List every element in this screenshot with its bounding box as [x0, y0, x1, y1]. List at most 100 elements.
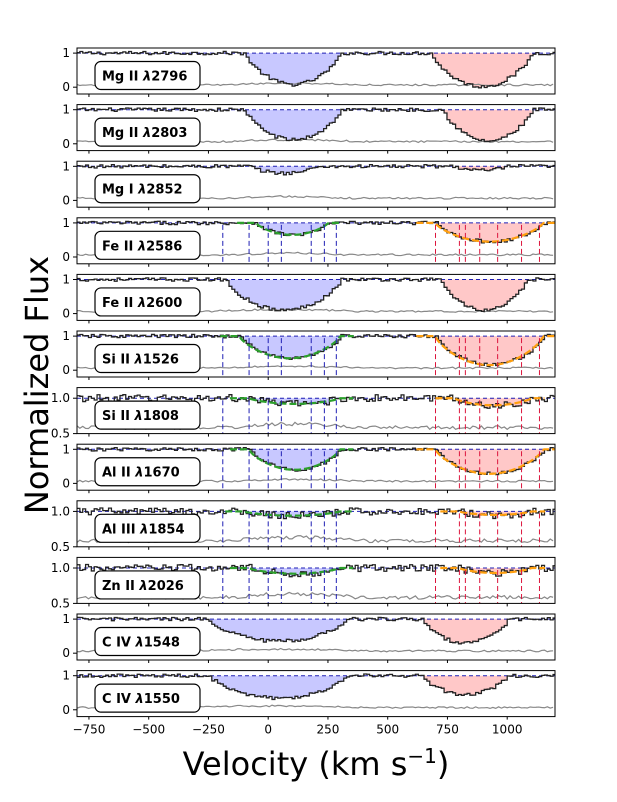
panel-3: 0 1 Fe II λ2586: [62, 216, 556, 267]
x-tick-label-6: 750: [436, 723, 459, 737]
ion-name-9: Zn II: [102, 579, 139, 594]
panel-frame-10: [76, 613, 556, 661]
y-tick-label-5-0: 0: [62, 363, 70, 377]
panel-9: 0.5 1.0 Zn II λ2026: [51, 556, 556, 610]
absorption-fill-blue-11: [208, 675, 350, 700]
ion-wave-1: 2803: [151, 126, 187, 141]
x-axis-ticks: −750 −500 −250 0 250 500 750 1000: [72, 723, 522, 737]
x-tick-label-2: −250: [192, 723, 225, 737]
absorption-fill-red-4: [440, 279, 528, 312]
ion-label-box-10: [94, 626, 201, 657]
ion-name-11: C IV: [102, 692, 136, 707]
ion-name-4: Fe II: [102, 296, 138, 311]
ion-label-box-2: [94, 174, 201, 204]
ion-label-11: C IV λ1550: [102, 692, 180, 707]
ion-name-3: Fe II: [102, 239, 138, 254]
ion-label-box-3: [94, 230, 201, 260]
ion-wave-4: 2600: [146, 296, 182, 311]
x-axis-label-close: ): [437, 745, 449, 783]
flux-spectrum-1: [77, 107, 555, 143]
y-tick-label-6-1: 1.0: [51, 391, 70, 405]
ion-label-5: Si II λ1526: [102, 353, 179, 368]
flux-spectrum-10: [77, 616, 555, 645]
y-tick-label-7-1: 1: [62, 442, 70, 456]
ion-label-6: Si II λ1808: [102, 409, 179, 424]
ion-label-2: Mg I λ2852: [102, 183, 183, 198]
y-tick-label-2-0: 0: [62, 193, 70, 207]
ion-label-8: Al III λ1854: [102, 522, 185, 537]
ion-name-10: C IV: [102, 636, 136, 651]
absorption-fill-red-10: [421, 619, 511, 644]
panel-frame-0: [76, 47, 556, 95]
flux-spectrum-11: [77, 673, 555, 701]
ion-label-box-11: [94, 683, 201, 713]
ion-label-box-9: [94, 570, 201, 600]
x-tick-label-3: 0: [264, 723, 272, 737]
ion-name-2: Mg I: [102, 183, 138, 198]
ion-label-3: Fe II λ2586: [102, 239, 182, 254]
model-fit-blue-7: [229, 448, 354, 471]
panel-8: 0.5 1.0 Al III λ1854: [51, 500, 556, 554]
ion-label-1: Mg II λ2803: [102, 126, 187, 141]
panel-0: 0 1 Mg II λ2796: [62, 46, 556, 97]
ion-label-box-0: [94, 60, 201, 91]
y-tick-label-6-0: 0.5: [51, 427, 70, 441]
y-tick-label-9-0: 0.5: [51, 596, 70, 610]
y-tick-label-4-1: 1: [62, 273, 70, 287]
ion-label-0: Mg II λ2796: [102, 70, 187, 85]
ion-label-box-5: [94, 343, 201, 374]
absorption-fill-blue-2: [249, 166, 318, 175]
ion-lambda-10: λ: [135, 636, 144, 651]
panel-frame-3: [76, 217, 556, 265]
ion-wave-11: 1550: [144, 692, 180, 707]
panel-plot-area-0: [77, 50, 555, 89]
panel-frame-1: [76, 104, 556, 152]
ion-lambda-5: λ: [134, 353, 143, 368]
absorption-fill-red-1: [442, 109, 534, 142]
absorption-fill-red-5: [435, 336, 545, 367]
ion-label-4: Fe II λ2600: [102, 296, 182, 311]
ion-name-1: Mg II: [102, 126, 143, 141]
model-fit-red-8: [440, 510, 545, 517]
ion-lambda-7: λ: [134, 466, 143, 481]
ion-wave-8: 1854: [148, 522, 184, 537]
x-tick-label-0: −750: [72, 723, 105, 737]
y-tick-label-0-1: 1: [62, 46, 70, 60]
ion-wave-6: 1808: [143, 409, 179, 424]
x-axis-label-text: Velocity (km s: [183, 745, 408, 783]
panel-4: 0 1 Fe II λ2600: [62, 273, 556, 324]
x-tick-label-7: 1000: [492, 723, 523, 737]
x-axis-label-exponent: −1: [407, 744, 436, 768]
ion-name-8: Al III: [102, 522, 140, 537]
y-tick-label-3-0: 0: [62, 250, 70, 264]
panel-frame-5: [76, 330, 556, 378]
y-tick-label-3-1: 1: [62, 216, 70, 230]
ion-name-7: Al II: [102, 466, 135, 481]
absorption-fill-blue-10: [208, 619, 350, 643]
absorption-fill-blue-0: [244, 53, 341, 87]
flux-spectrum-2: [77, 164, 555, 176]
flux-spectrum-0: [77, 50, 555, 89]
ion-wave-9: 2026: [148, 579, 184, 594]
absorption-fill-blue-1: [244, 109, 341, 141]
ion-name-6: Si II: [102, 409, 135, 424]
ion-label-9: Zn II λ2026: [102, 579, 184, 594]
ion-name-5: Si II: [102, 353, 135, 368]
ion-lambda-0: λ: [142, 70, 151, 85]
model-fit-blue-5: [220, 335, 354, 360]
panel-frame-2: [76, 160, 556, 208]
panel-frame-7: [76, 443, 556, 491]
y-tick-label-9-1: 1.0: [51, 561, 70, 575]
model-fit-red-9: [440, 566, 545, 575]
ion-label-box-4: [94, 287, 201, 317]
y-tick-label-0-0: 0: [62, 80, 70, 94]
ion-lambda-4: λ: [137, 296, 146, 311]
y-tick-label-4-0: 0: [62, 307, 70, 321]
panel-frame-8: [76, 500, 556, 548]
panel-2: 0 1 Mg I λ2852: [62, 159, 556, 211]
ion-lambda-1: λ: [142, 126, 151, 141]
panel-6: 0.5 1.0 Si II λ1808: [51, 387, 556, 441]
ion-label-box-6: [94, 400, 201, 430]
